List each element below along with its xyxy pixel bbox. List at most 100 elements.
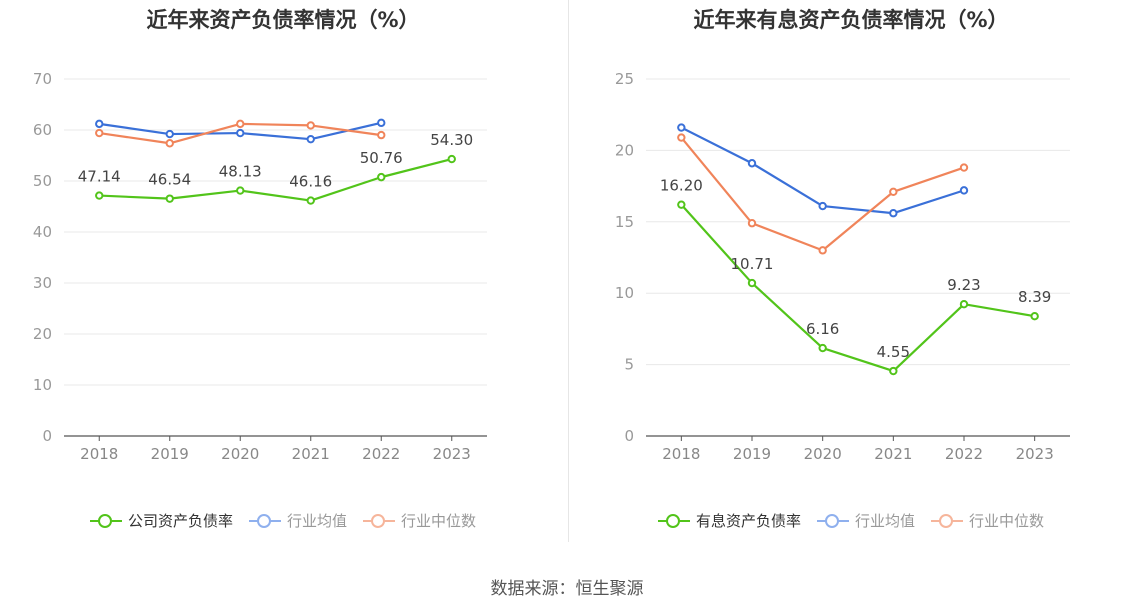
data-label: 10.71: [731, 255, 774, 273]
legend-marker-icon: [816, 513, 849, 528]
legend-item-industry-median[interactable]: 行业中位数: [363, 510, 476, 531]
data-point: [747, 278, 757, 288]
data-point: [95, 191, 104, 200]
legend-label: 有息资产负债率: [695, 512, 801, 530]
legend-label: 行业均值: [286, 512, 347, 530]
y-tick-label: 20: [33, 325, 52, 343]
legend-item-industry-median[interactable]: 行业中位数: [931, 510, 1044, 531]
data-point: [1030, 311, 1039, 321]
chart-title: 近年来有息资产负债率情况（%）: [693, 8, 1009, 32]
x-tick-label: 2021: [292, 445, 330, 463]
data-label: 50.76: [360, 149, 403, 167]
data-point: [889, 209, 898, 218]
data-point: [959, 163, 969, 172]
x-tick-label: 2023: [1016, 445, 1054, 463]
legend-label: 公司资产负债率: [127, 512, 233, 530]
data-point: [165, 129, 174, 139]
data-point: [818, 201, 827, 211]
y-tick-label: 10: [33, 376, 52, 394]
legend-marker-icon: [363, 513, 395, 528]
x-tick-label: 2022: [362, 445, 400, 463]
legend-item-company[interactable]: 公司资产负债率: [89, 510, 233, 531]
data-point: [747, 219, 757, 228]
series-line: [680, 126, 965, 215]
data-point: [959, 186, 969, 195]
data-label: 4.55: [877, 343, 910, 361]
data-point: [236, 186, 245, 195]
series-line: [680, 203, 1035, 373]
data-point: [959, 299, 969, 309]
x-tick-label: 2022: [945, 445, 983, 463]
chart-legend: 公司资产负债率 行业均值 行业中位数: [0, 510, 566, 531]
line-chart-interest-bearing-ratio: 0 5 10 15 20 25 2018 2019 2020 2021 2022 2023 16.20 1…: [615, 70, 1070, 463]
y-tick-label: 15: [615, 213, 634, 231]
data-label: 46.54: [148, 171, 191, 189]
data-label: 46.16: [289, 173, 332, 191]
legend-label: 行业中位数: [969, 512, 1045, 530]
series-line: [99, 158, 453, 202]
data-point: [818, 246, 827, 255]
y-tick-label: 30: [33, 274, 52, 292]
data-point: [165, 194, 174, 203]
legend-marker-icon: [89, 513, 122, 528]
x-tick-label: 2023: [433, 445, 471, 463]
y-tick-label: 10: [615, 284, 634, 302]
x-tick-label: 2019: [733, 445, 771, 463]
y-tick-label: 20: [615, 141, 634, 159]
y-tick-label: 0: [42, 427, 52, 445]
panel-divider: [568, 0, 569, 542]
chart-panel-debt-ratio: 近年来资产负债率情况（%） 0 10 20 30 40 50 60 70 2018 2019 202…: [0, 0, 566, 560]
data-point: [165, 139, 174, 148]
y-tick-label: 5: [624, 356, 634, 374]
x-tick-label: 2018: [662, 445, 700, 463]
legend-label: 行业中位数: [401, 512, 477, 530]
legend-label: 行业均值: [854, 512, 915, 530]
data-point: [95, 119, 104, 129]
series-line: [680, 136, 965, 252]
data-point: [95, 128, 104, 138]
data-point: [377, 130, 386, 140]
data-point: [306, 196, 315, 205]
data-point: [889, 187, 898, 197]
data-label: 54.30: [430, 131, 473, 149]
data-source-caption: 数据来源：恒生聚源: [490, 579, 644, 599]
data-point: [306, 121, 315, 130]
y-tick-label: 60: [33, 121, 52, 139]
chart-panel-interest-bearing-ratio: 近年来有息资产负债率情况（%） 0 5 10 15 20 25 2018 2019 2020 20…: [568, 0, 1134, 560]
data-point: [236, 119, 245, 129]
legend-item-industry-average[interactable]: 行业均值: [248, 510, 347, 531]
legend-item-company[interactable]: 有息资产负债率: [657, 510, 801, 531]
data-point: [236, 128, 245, 138]
data-point: [377, 118, 386, 128]
x-tick-label: 2020: [221, 445, 259, 463]
data-label: 16.20: [660, 177, 703, 195]
x-tick-label: 2019: [151, 445, 189, 463]
data-point: [306, 134, 315, 144]
y-tick-label: 25: [615, 70, 634, 88]
line-chart-debt-ratio: 0 10 20 30 40 50 60 70 2018 2019 2020 2021 2022 2023 4…: [33, 70, 487, 463]
chart-title: 近年来资产负债率情况（%）: [146, 8, 420, 32]
legend-marker-icon: [657, 513, 690, 528]
data-label: 8.39: [1018, 288, 1051, 306]
data-label: 48.13: [219, 163, 262, 181]
data-point: [818, 343, 827, 353]
x-tick-label: 2020: [804, 445, 842, 463]
y-tick-label: 0: [624, 427, 634, 445]
data-label: 47.14: [78, 168, 121, 186]
data-point: [747, 159, 757, 168]
x-tick-label: 2018: [80, 445, 118, 463]
legend-item-industry-average[interactable]: 行业均值: [816, 510, 915, 531]
chart-legend: 有息资产负债率 行业均值 行业中位数: [568, 510, 1134, 531]
data-point: [377, 172, 386, 182]
x-tick-label: 2021: [874, 445, 912, 463]
legend-marker-icon: [931, 513, 963, 528]
legend-marker-icon: [248, 513, 281, 528]
data-point: [677, 200, 686, 209]
y-tick-label: 70: [33, 70, 52, 88]
y-tick-label: 40: [33, 223, 52, 241]
data-label: 9.23: [947, 276, 980, 294]
data-point: [677, 123, 686, 132]
data-point: [889, 366, 898, 376]
data-point: [447, 154, 456, 164]
data-label: 6.16: [806, 320, 839, 338]
